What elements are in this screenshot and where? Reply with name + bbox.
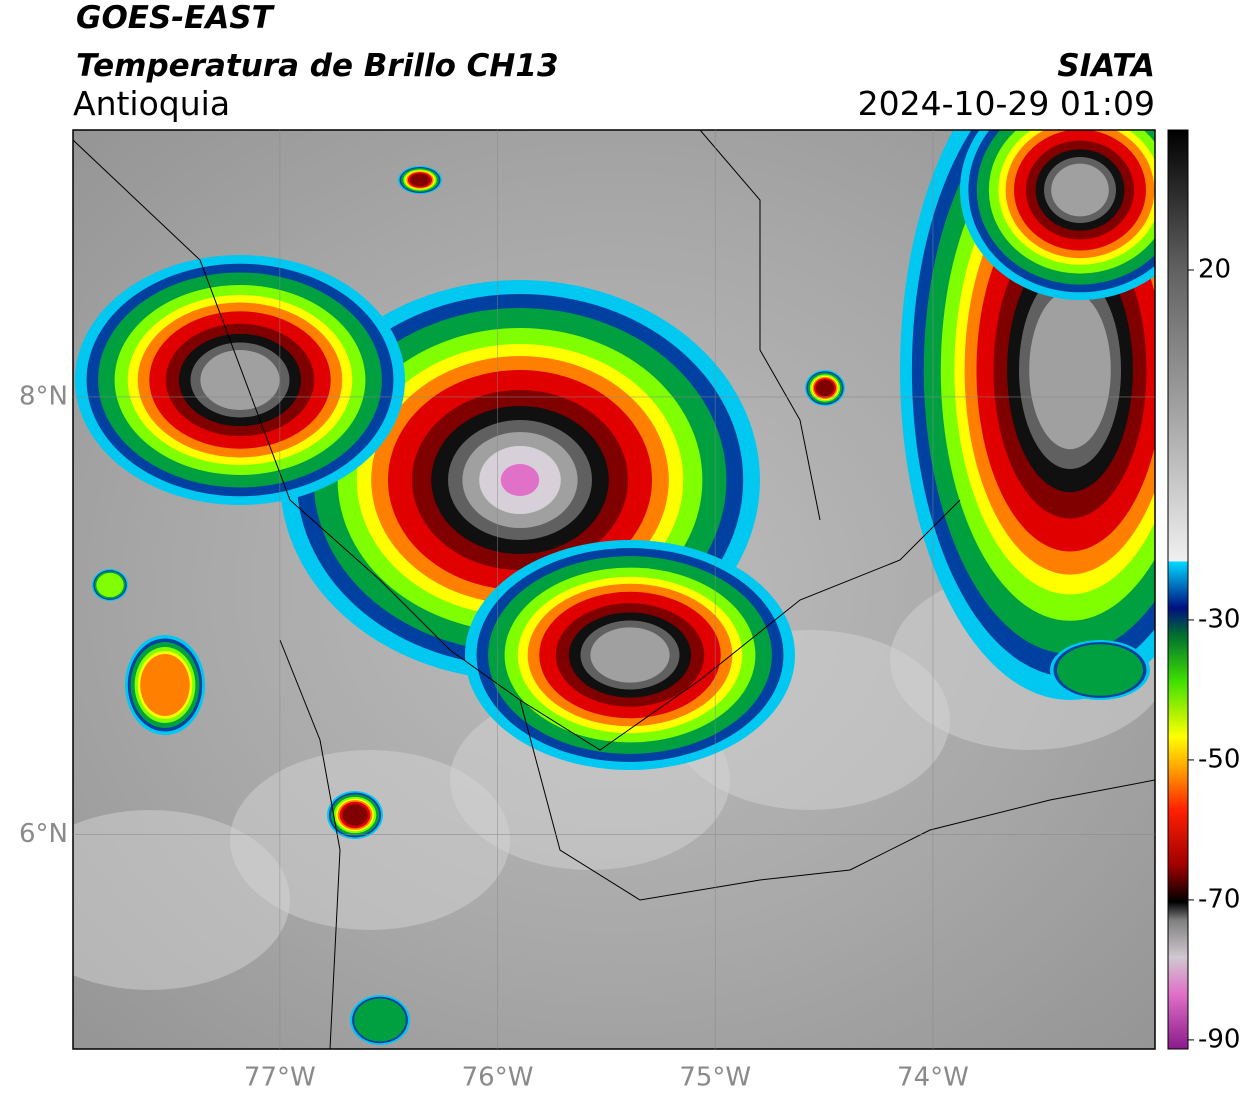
cloud-top: [342, 804, 368, 826]
cloud-top: [590, 627, 670, 683]
y-tick-label: 8°N: [19, 381, 68, 411]
x-tick-label: 75°W: [679, 1063, 751, 1093]
cloud-top: [1029, 290, 1111, 450]
x-tick-label: 74°W: [897, 1063, 969, 1093]
region: Antioquia: [73, 84, 230, 123]
datetime: 2024-10-29 01:09: [858, 84, 1155, 123]
cloud-top: [816, 379, 834, 397]
map-area: [73, 130, 1155, 1049]
colorbar-tick-label: 20: [1198, 254, 1231, 284]
cloud-top: [410, 173, 430, 187]
x-tick-label: 77°W: [244, 1063, 316, 1093]
cloud-top: [500, 464, 540, 496]
cloud-top: [1051, 163, 1109, 217]
x-tick-label: 76°W: [462, 1063, 534, 1093]
map-frame: [72, 129, 1156, 1050]
colorbar-tick-label: -70: [1198, 884, 1240, 914]
colorbar-tick-label: -90: [1198, 1024, 1240, 1054]
subtitle: Temperatura de Brillo CH13: [76, 48, 559, 84]
colorbar: [1167, 129, 1189, 1050]
cloud-texture: [230, 750, 510, 930]
cloud-top: [140, 654, 190, 716]
title: GOES-EAST: [76, 0, 276, 36]
cloud-top: [1057, 644, 1143, 696]
colorbar-tick-label: -50: [1198, 744, 1240, 774]
cloud-top: [96, 572, 124, 598]
cloud-top: [200, 350, 280, 410]
border-line: [73, 130, 1155, 1049]
y-tick-label: 6°N: [19, 819, 68, 849]
colorbar-tick-label: -30: [1198, 604, 1240, 634]
source: SIATA: [1057, 48, 1155, 84]
cloud-top: [354, 998, 406, 1042]
